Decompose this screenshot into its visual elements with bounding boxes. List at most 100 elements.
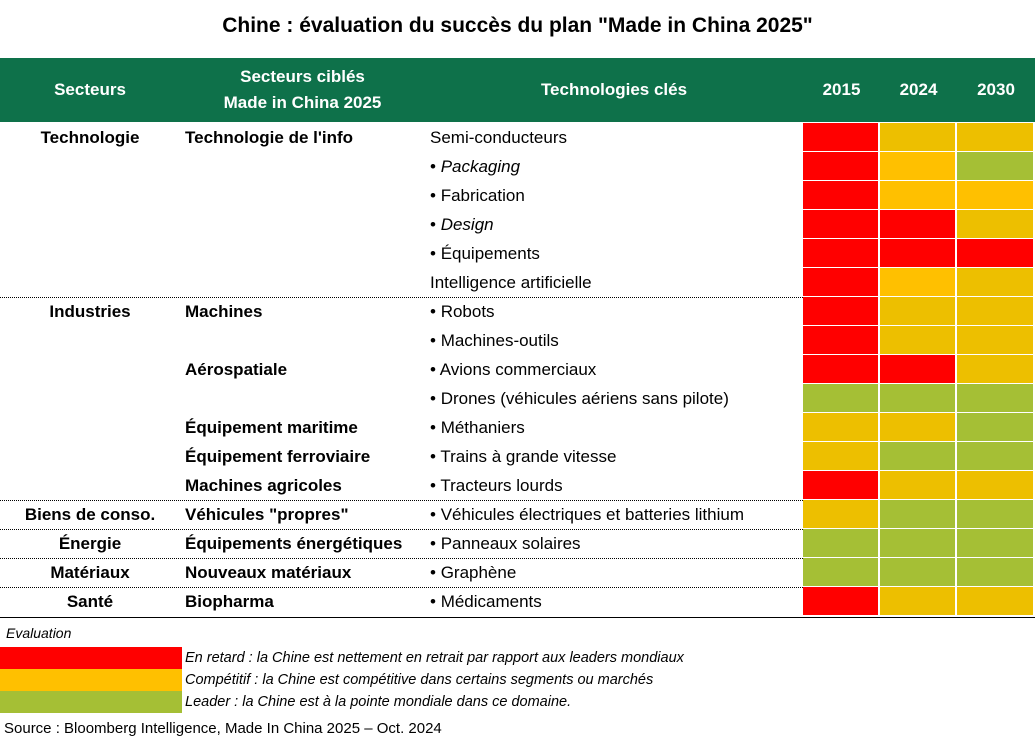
group-separator (0, 297, 803, 298)
rating-cell-2015 (803, 558, 880, 587)
target-sector-cell: Équipements énergétiques (185, 534, 403, 553)
rating-cell-2015 (803, 123, 880, 152)
header-year-2030: 2030 (957, 58, 1035, 122)
table-row: Équipement maritime • Méthaniers (0, 413, 1035, 442)
rating-cell-2024 (880, 587, 957, 616)
header-targeted: Secteurs ciblés Made in China 2025 (180, 58, 425, 122)
rating-cell-2030 (957, 500, 1035, 529)
page-title: Chine : évaluation du succès du plan "Ma… (222, 14, 813, 37)
sector-cell (0, 326, 180, 355)
technology-label: Équipements (440, 244, 540, 263)
rating-cell-2024 (880, 471, 957, 500)
technology-cell: • Méthaniers (430, 413, 525, 442)
technology-cell: • Médicaments (430, 587, 542, 616)
bullet-icon: • (430, 244, 441, 263)
legend-title: Evaluation (6, 625, 72, 641)
technology-cell: • Équipements (430, 239, 540, 268)
rating-cell-2015 (803, 355, 880, 384)
table-row: Énergie Équipements énergétiques • Panneau… (0, 529, 1035, 558)
technology-label: Médicaments (440, 592, 542, 611)
bullet-icon: • (430, 592, 441, 611)
target-sector-cell: Nouveaux matériaux (185, 563, 352, 582)
target-sector-cell: Technologie de l'info (185, 128, 354, 147)
target-sector-cell: Équipement ferroviaire (185, 447, 371, 466)
rating-cell-2015 (803, 587, 880, 616)
rating-cell-2015 (803, 326, 880, 355)
technology-cell: • Trains à grande vitesse (430, 442, 616, 471)
legend-item: Compétitif : la Chine est compétitive da… (0, 669, 1035, 691)
rating-cell-2030 (957, 297, 1035, 326)
rating-cell-2024 (880, 355, 957, 384)
technology-label: Machines-outils (440, 331, 559, 350)
sector-cell: Matériaux (50, 563, 130, 582)
sector-cell (0, 239, 180, 268)
rating-cell-2015 (803, 384, 880, 413)
group-separator (0, 558, 803, 559)
table-row: Biens de conso. Véhicules "propres" • Véhi… (0, 500, 1035, 529)
technology-label: Drones (véhicules aériens sans pilote) (440, 389, 729, 408)
legend-text: Leader : la Chine est à la pointe mondia… (185, 694, 572, 710)
rating-cell-2024 (880, 558, 957, 587)
technology-cell: • Graphène (430, 558, 516, 587)
sector-cell (0, 152, 180, 181)
table-row: Matériaux Nouveaux matériaux • Graphène (0, 558, 1035, 587)
rating-cell-2030 (957, 529, 1035, 558)
rating-cell-2015 (803, 181, 880, 210)
sector-cell: Biens de conso. (24, 505, 156, 524)
rating-cell-2015 (803, 471, 880, 500)
bullet-icon: • (430, 563, 441, 582)
rating-cell-2015 (803, 210, 880, 239)
rating-cell-2015 (803, 500, 880, 529)
rating-cell-2030 (957, 152, 1035, 181)
technology-cell: • Panneaux solaires (430, 529, 581, 558)
legend-item: Leader : la Chine est à la pointe mondia… (0, 691, 1035, 713)
rating-cell-2030 (957, 181, 1035, 210)
header-technologies: Technologies clés (425, 58, 803, 122)
header-year-label: 2015 (822, 80, 861, 99)
legend-swatch (0, 669, 182, 691)
technology-label: Tracteurs lourds (440, 476, 563, 495)
header-year-2024: 2024 (880, 58, 957, 122)
table-row: • Design (0, 210, 1035, 239)
legend-text: En retard : la Chine est nettement en re… (185, 650, 684, 666)
target-sector-cell: Équipement maritime (185, 418, 358, 437)
rating-cell-2015 (803, 268, 880, 297)
sector-cell (0, 442, 180, 471)
source-note: Source : Bloomberg Intelligence, Made In… (4, 720, 442, 737)
rating-cell-2030 (957, 558, 1035, 587)
header-year-label: 2030 (977, 80, 1015, 99)
technology-label: Intelligence artificielle (430, 273, 592, 292)
rating-cell-2024 (880, 268, 957, 297)
rating-cell-2030 (957, 471, 1035, 500)
bullet-icon: • (430, 389, 441, 408)
bullet-icon: • (430, 534, 441, 553)
bullet-icon: • (430, 505, 441, 524)
legend-item: En retard : la Chine est nettement en re… (0, 647, 1035, 669)
bullet-icon: • (430, 186, 441, 205)
rating-cell-2024 (880, 442, 957, 471)
legend-swatch (0, 647, 182, 669)
legend-text: Compétitif : la Chine est compétitive da… (185, 672, 654, 688)
table-row: Équipement ferroviaire • Trains à grande … (0, 442, 1035, 471)
rating-cell-2015 (803, 413, 880, 442)
header-targeted-line1: Secteurs ciblés (240, 67, 365, 86)
header-year-label: 2024 (899, 80, 938, 99)
target-sector-cell: Machines agricoles (185, 476, 342, 495)
rating-cell-2015 (803, 152, 880, 181)
technology-label: Robots (440, 302, 495, 321)
technology-cell: • Machines-outils (430, 326, 559, 355)
rating-cell-2030 (957, 413, 1035, 442)
rating-cell-2015 (803, 442, 880, 471)
rating-cell-2024 (880, 152, 957, 181)
rating-cell-2024 (880, 413, 957, 442)
rating-cell-2030 (957, 355, 1035, 384)
technology-label: Graphène (440, 563, 517, 582)
target-sector-cell: Biopharma (185, 592, 274, 611)
bullet-icon: • (430, 331, 441, 350)
rating-cell-2015 (803, 297, 880, 326)
table-row: Intelligence artificielle (0, 268, 1035, 297)
table-row: Santé Biopharma • Médicaments (0, 587, 1035, 616)
legend-swatch (0, 691, 182, 713)
target-sector-cell: Aérospatiale (185, 360, 288, 379)
